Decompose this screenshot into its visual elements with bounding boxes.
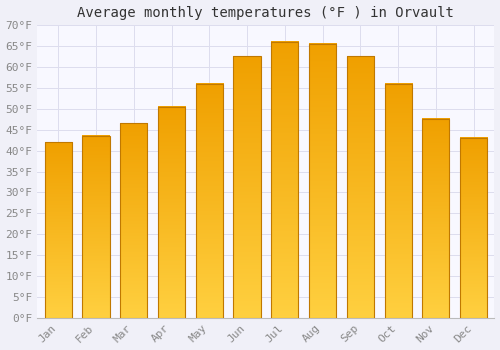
Bar: [422, 119, 450, 318]
Bar: [384, 84, 411, 318]
Title: Average monthly temperatures (°F ) in Orvault: Average monthly temperatures (°F ) in Or…: [78, 6, 454, 20]
Bar: [120, 123, 148, 318]
Bar: [460, 138, 487, 318]
Bar: [347, 56, 374, 318]
Bar: [158, 107, 185, 318]
Bar: [271, 42, 298, 318]
Bar: [44, 142, 72, 318]
Bar: [196, 84, 223, 318]
Bar: [309, 44, 336, 318]
Bar: [82, 136, 110, 318]
Bar: [234, 56, 260, 318]
